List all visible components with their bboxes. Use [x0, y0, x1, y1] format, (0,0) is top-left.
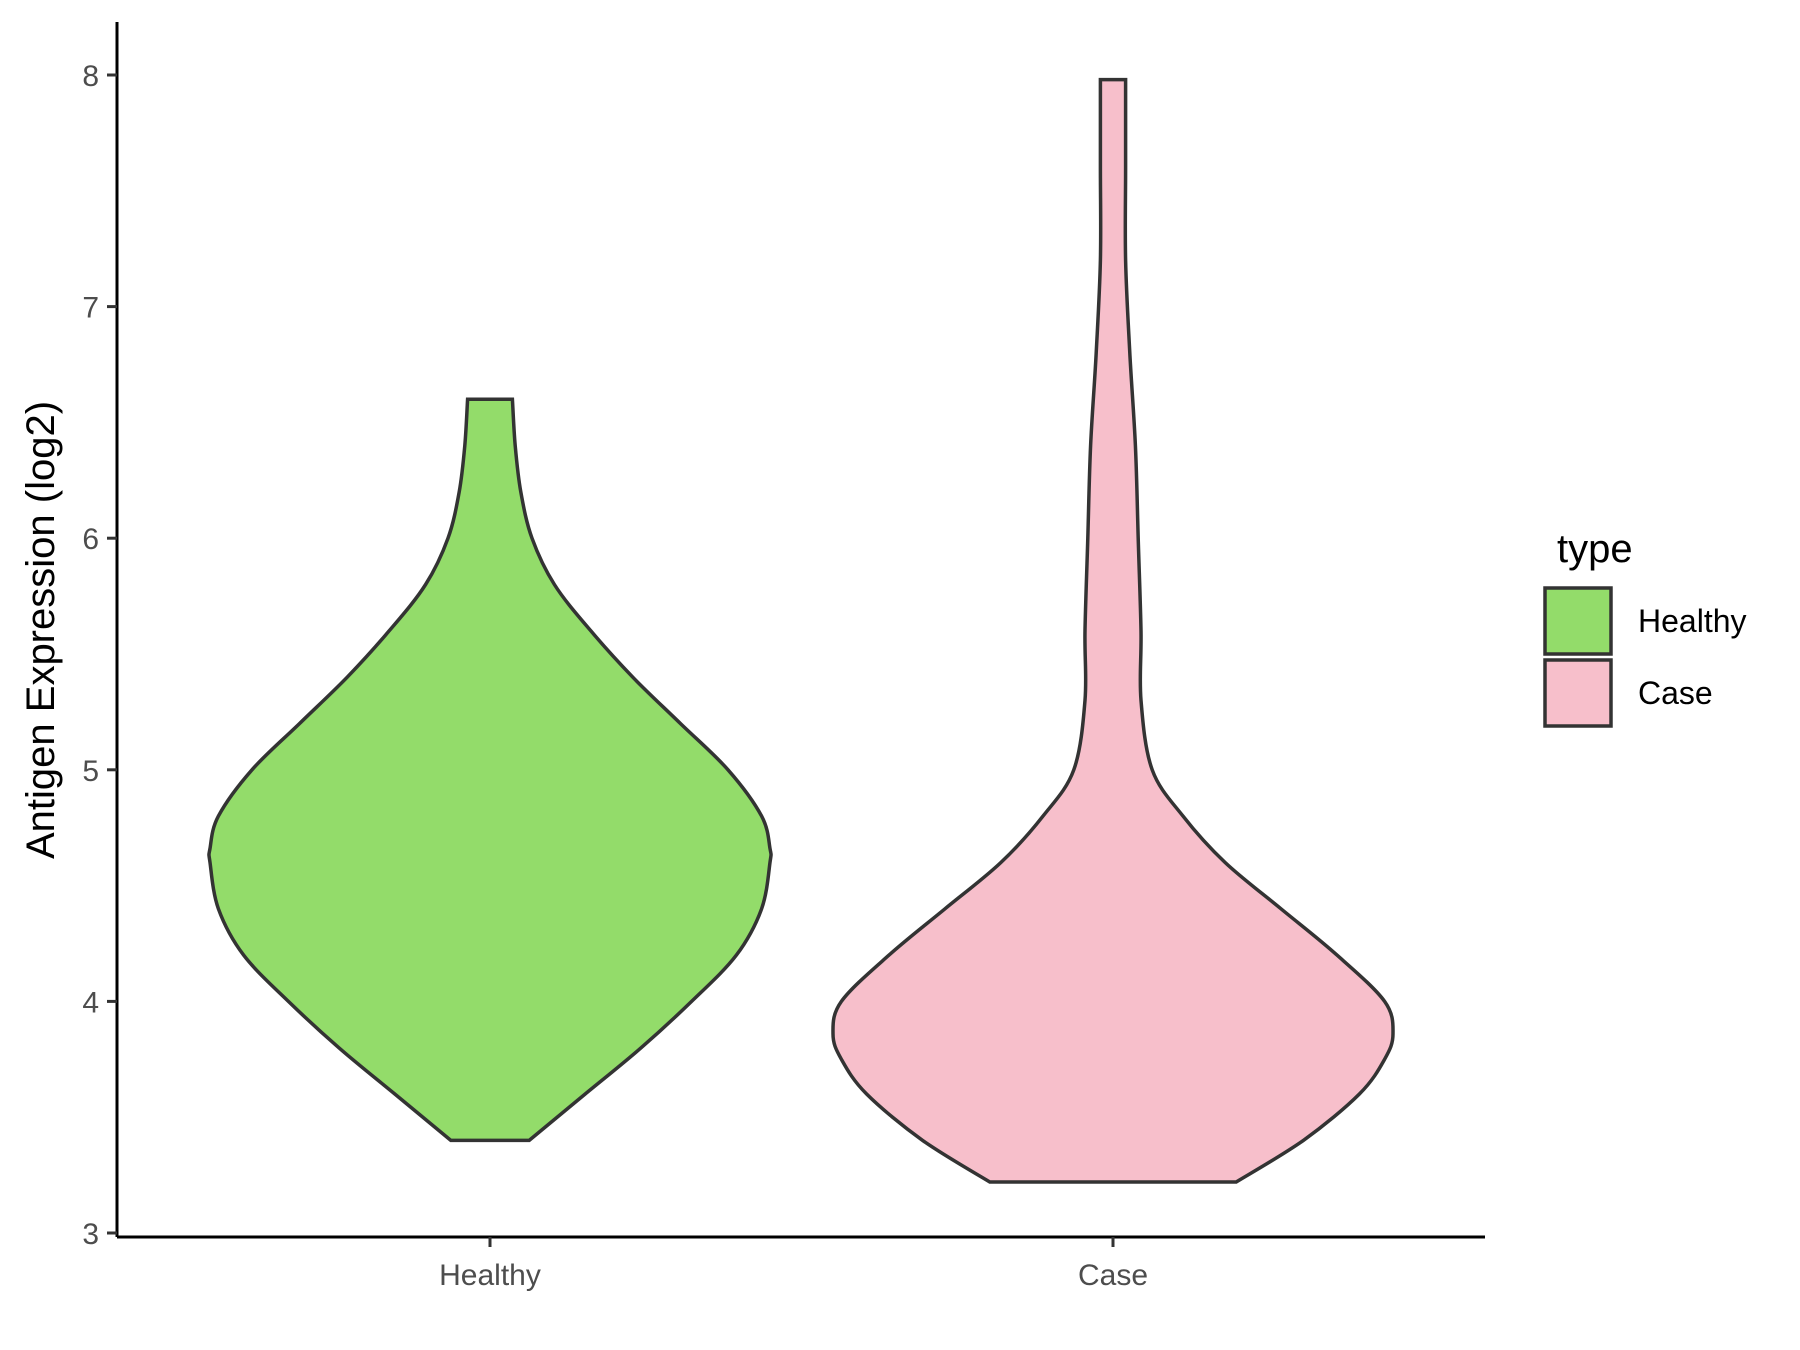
y-tick-label: 3 — [82, 1218, 99, 1251]
y-tick-label: 6 — [82, 523, 99, 556]
legend-label: Case — [1638, 675, 1713, 711]
y-tick-label: 4 — [82, 986, 99, 1019]
y-tick-label: 8 — [82, 60, 99, 93]
violin-case — [831, 77, 1395, 1184]
y-tick-label: 7 — [82, 292, 99, 325]
legend-label: Healthy — [1638, 603, 1747, 639]
y-tick-label: 5 — [82, 755, 99, 788]
violin-healthy — [207, 397, 773, 1143]
x-tick-label: Case — [1078, 1259, 1148, 1292]
violin-layer — [207, 77, 1395, 1184]
legend: type Healthy Case — [1543, 527, 1747, 728]
legend-key — [1543, 658, 1613, 728]
y-axis-title: Antigen Expression (log2) — [19, 401, 63, 859]
x-axis-ticks: Healthy Case — [439, 1237, 1148, 1292]
legend-key — [1543, 586, 1613, 656]
y-axis-ticks: 3 4 5 6 7 8 — [82, 60, 117, 1251]
x-tick-label: Healthy — [439, 1259, 541, 1292]
legend-title: type — [1557, 527, 1633, 571]
